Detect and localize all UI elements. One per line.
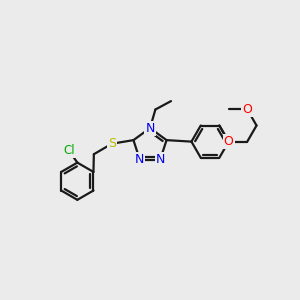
Text: N: N: [135, 153, 145, 166]
Text: S: S: [108, 137, 116, 150]
Text: O: O: [242, 103, 252, 116]
Text: O: O: [224, 135, 234, 148]
Text: N: N: [145, 122, 155, 135]
Text: Cl: Cl: [63, 144, 75, 157]
Text: N: N: [155, 153, 165, 166]
